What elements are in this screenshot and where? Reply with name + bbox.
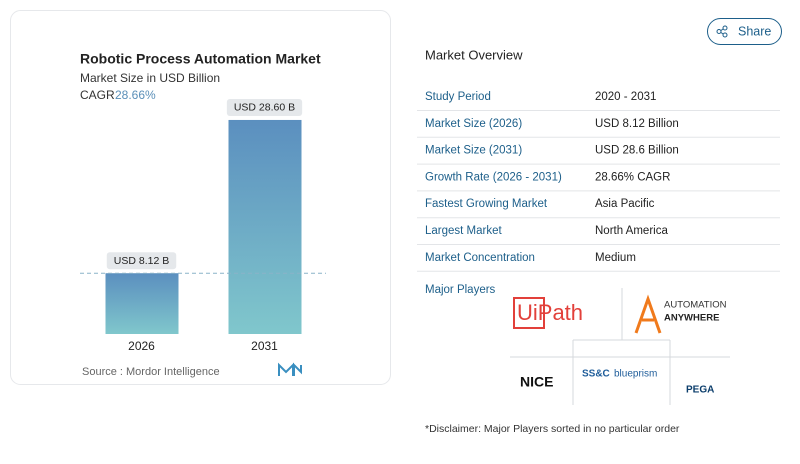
players-label: Major Players xyxy=(425,284,496,296)
uipath-box xyxy=(513,297,545,329)
chart-title: Robotic Process Automation Market xyxy=(80,51,321,67)
row-value: Medium xyxy=(595,252,636,264)
row-value: USD 28.6 Billion xyxy=(595,145,679,157)
bar xyxy=(105,273,179,334)
share-button[interactable] xyxy=(707,18,782,45)
value-label-bg xyxy=(226,98,303,116)
row-label: Market Size (2026) xyxy=(425,118,522,130)
player-logo: blueprism xyxy=(614,369,657,380)
disclaimer: *Disclaimer: Major Players sorted in no … xyxy=(425,423,680,435)
x-tick-label: 2026 xyxy=(128,339,155,353)
player-logo: PEGA xyxy=(686,385,714,396)
row-value: USD 8.12 Billion xyxy=(595,118,679,130)
row-value: North America xyxy=(595,225,668,237)
share-label: Share xyxy=(738,24,771,38)
row-label: Market Concentration xyxy=(425,252,535,264)
players-grid xyxy=(510,288,730,405)
row-value: 2020 - 2031 xyxy=(595,91,656,103)
row-label: Fastest Growing Market xyxy=(425,198,548,210)
player-logo: NICE xyxy=(520,374,553,390)
bar xyxy=(228,119,302,334)
player-logo: ANYWHERE xyxy=(664,313,719,324)
cagr-label: CAGR xyxy=(80,88,115,102)
row-label: Largest Market xyxy=(425,225,503,237)
aa-icon xyxy=(634,294,662,334)
logo xyxy=(278,362,302,376)
row-value: Asia Pacific xyxy=(595,198,655,210)
player-logo: SS&C xyxy=(582,369,610,380)
value-label-bg xyxy=(106,252,177,270)
cagr-value: 28.66% xyxy=(115,88,156,102)
share-icon xyxy=(716,25,728,38)
value-label: USD 28.60 B xyxy=(234,102,295,114)
x-tick-label: 2031 xyxy=(251,339,278,353)
player-logo: UiPath xyxy=(517,300,583,325)
row-label: Growth Rate (2026 - 2031) xyxy=(425,171,562,183)
row-label: Study Period xyxy=(425,91,491,103)
value-label: USD 8.12 B xyxy=(114,255,169,267)
source: Source : Mordor Intelligence xyxy=(82,366,220,378)
player-logo: AUTOMATION xyxy=(664,300,727,311)
row-label: Market Size (2031) xyxy=(425,145,522,157)
overview-title: Market Overview xyxy=(425,47,523,62)
chart-subtitle: Market Size in USD Billion xyxy=(80,71,220,85)
row-value: 28.66% CAGR xyxy=(595,171,670,183)
